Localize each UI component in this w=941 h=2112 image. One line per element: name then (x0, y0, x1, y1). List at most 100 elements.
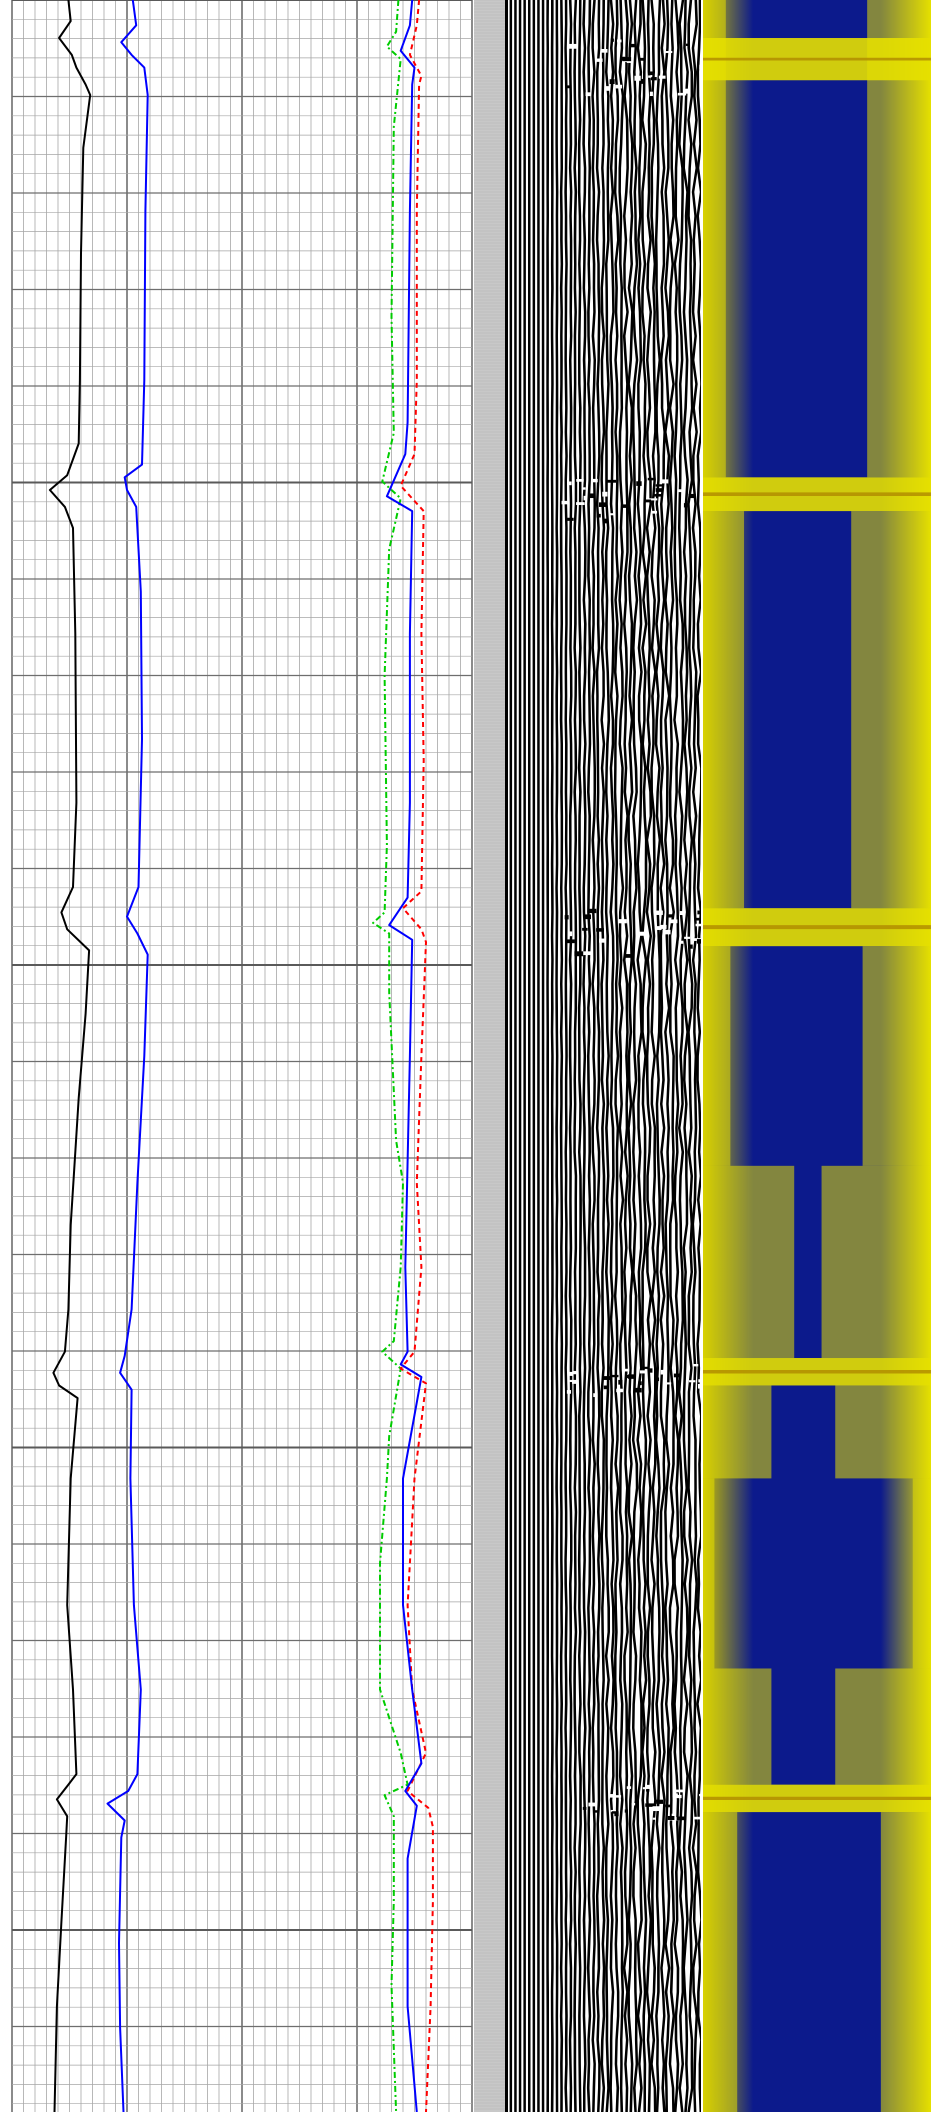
separator-strip (474, 0, 505, 2112)
image-noise (561, 500, 568, 505)
image-noise (596, 928, 604, 932)
image-fringe (622, 0, 629, 2112)
grid-layer (0, 0, 474, 2112)
image-noise (683, 503, 688, 508)
image-noise (595, 58, 603, 62)
image-noise (673, 1373, 681, 1378)
image-noise (658, 75, 666, 79)
image-fringe (631, 0, 639, 2112)
image-noise (583, 495, 587, 501)
track-background (0, 0, 474, 2112)
image-fringe (673, 0, 680, 2112)
image-noise (675, 1789, 684, 1793)
image-noise (654, 910, 663, 915)
image-noise (616, 1388, 623, 1393)
image-noise (610, 1809, 616, 1813)
image-noise (660, 479, 669, 484)
image-fringe (541, 0, 545, 2112)
image-noise (576, 478, 584, 482)
image-fringe (559, 0, 564, 2112)
image-noise (582, 1806, 587, 1810)
image-noise (677, 92, 687, 96)
map-shade-right (821, 1165, 931, 1359)
image-noise (678, 940, 684, 944)
image-noise (649, 1368, 653, 1373)
image-fringe (627, 0, 634, 2112)
image-fringe (582, 0, 587, 2112)
image-fringe (600, 0, 606, 2112)
image-noise (582, 951, 592, 956)
image-noise (651, 510, 658, 514)
image-noise (574, 951, 584, 957)
image-noise (564, 915, 569, 920)
image-noise (671, 1813, 676, 1817)
image-noise (652, 1817, 656, 1820)
map-shade-right (835, 1385, 931, 1479)
image-fringe (514, 0, 517, 2112)
image-noise (605, 86, 610, 91)
image-fringe (537, 0, 540, 2112)
map-shade-left (703, 1812, 738, 2112)
image-fringe (682, 0, 689, 2112)
image-noise (685, 43, 690, 46)
image-fringe (518, 0, 522, 2112)
map-shade-left (703, 1478, 715, 1669)
image-noise (611, 1811, 617, 1814)
image-noise (646, 1786, 650, 1792)
image-noise (650, 77, 657, 81)
image-noise (567, 481, 572, 486)
image-noise (677, 489, 683, 493)
image-noise (635, 931, 645, 936)
map-shade-right (880, 1812, 931, 2112)
image-noise (593, 1393, 598, 1398)
image-noise (699, 64, 701, 69)
image-noise (643, 1366, 648, 1369)
image-noise (603, 518, 609, 524)
image-noise (676, 1380, 680, 1385)
image-noise (639, 78, 645, 84)
image-noise (630, 43, 636, 48)
image-fringe (550, 0, 554, 2112)
image-fringe (645, 0, 653, 2112)
image-noise (618, 919, 627, 924)
curve-4 (385, 0, 423, 2112)
image-noise (607, 479, 617, 483)
image-noise (698, 1379, 701, 1383)
color-map-track (701, 0, 931, 2112)
image-fringe (687, 0, 694, 2112)
image-noise (625, 1374, 631, 1379)
image-noise (624, 1809, 628, 1813)
map-shade-left (703, 0, 726, 478)
image-noise (696, 939, 701, 944)
image-noise (621, 1368, 630, 1372)
image-noise (603, 1385, 609, 1390)
image-noise (611, 1374, 619, 1378)
image-fringe (604, 0, 611, 2112)
image-noise (634, 75, 641, 81)
image-noise (626, 1786, 632, 1789)
image-noise (576, 502, 585, 506)
curve-1 (106, 0, 149, 2112)
image-noise (644, 499, 652, 503)
image-noise (636, 481, 642, 486)
image-noise (693, 1363, 699, 1367)
image-noise (585, 92, 592, 97)
image-noise (631, 1802, 636, 1806)
image-noise (645, 1803, 655, 1807)
image-noise (672, 1793, 678, 1798)
image-noise (567, 517, 574, 521)
image-noise (699, 1793, 701, 1797)
image-noise (633, 1387, 642, 1393)
image-noise (591, 478, 598, 483)
image-noise (667, 1815, 675, 1820)
image-fringe (564, 0, 568, 2112)
image-fringe (573, 0, 578, 2112)
map-shade-right (851, 511, 931, 909)
image-noise (608, 1794, 616, 1798)
image-noise (566, 939, 575, 944)
map-shade-right (862, 946, 931, 1166)
image-noise (566, 1390, 571, 1394)
map-edge-left (701, 0, 703, 2112)
